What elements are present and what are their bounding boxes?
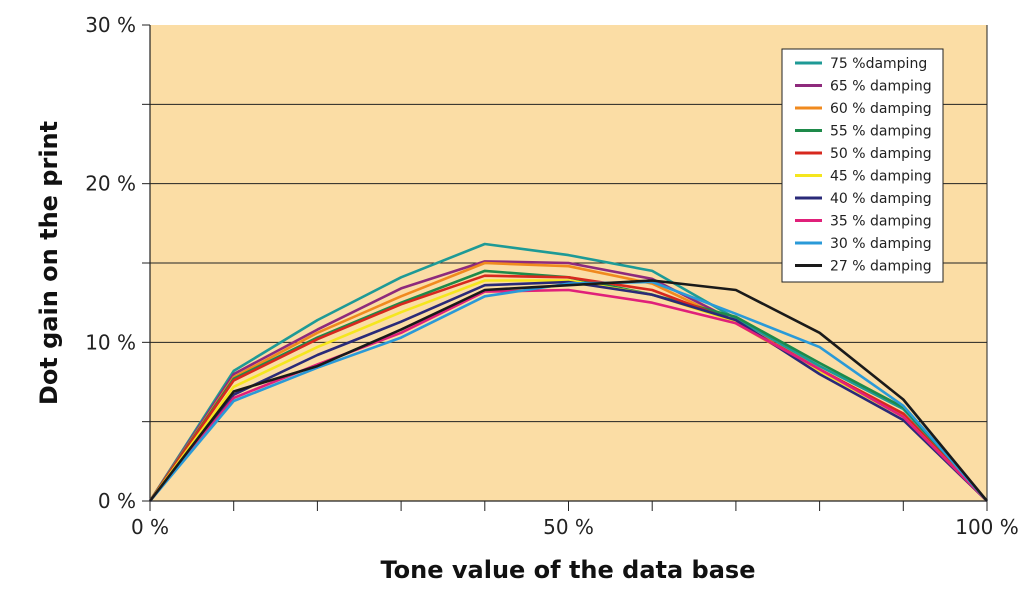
x-tick-label: 50 % (543, 515, 594, 539)
x-tick-label: 0 % (131, 515, 169, 539)
y-axis-ticks: 0 % 10 % 20 % 30 % (85, 13, 150, 513)
y-tick-label: 10 % (85, 330, 136, 354)
legend-label: 75 %damping (830, 56, 927, 72)
legend-label: 35 % damping (830, 214, 932, 230)
legend-label: 65 % damping (830, 79, 932, 95)
legend-label: 60 % damping (830, 101, 932, 117)
series-line-27-damping (148, 279, 989, 502)
legend-label: 55 % damping (830, 124, 932, 140)
y-tick-label: 0 % (98, 489, 136, 513)
series-line-75-damping (148, 242, 988, 502)
y-tick-label: 30 % (85, 13, 136, 37)
series-lines (148, 242, 989, 502)
series-line-30-damping (149, 280, 988, 502)
legend: 75 %damping 65 % damping 60 % damping 55 % … (781, 48, 944, 283)
x-tick-label: 100 % (955, 515, 1019, 539)
x-axis-title: Tone value of the data base (381, 556, 756, 584)
series-line-40-damping (148, 280, 988, 502)
legend-label: 40 % damping (830, 191, 932, 207)
legend-label: 45 % damping (830, 169, 932, 185)
legend-label: 50 % damping (830, 146, 932, 162)
y-tick-label: 20 % (85, 172, 136, 196)
legend-label: 30 % damping (830, 236, 932, 252)
x-axis-ticks: 0 % 50 % 100 % (131, 501, 1019, 539)
y-axis-title: Dot gain on the print (35, 121, 63, 405)
legend-label: 27 % damping (830, 259, 932, 275)
